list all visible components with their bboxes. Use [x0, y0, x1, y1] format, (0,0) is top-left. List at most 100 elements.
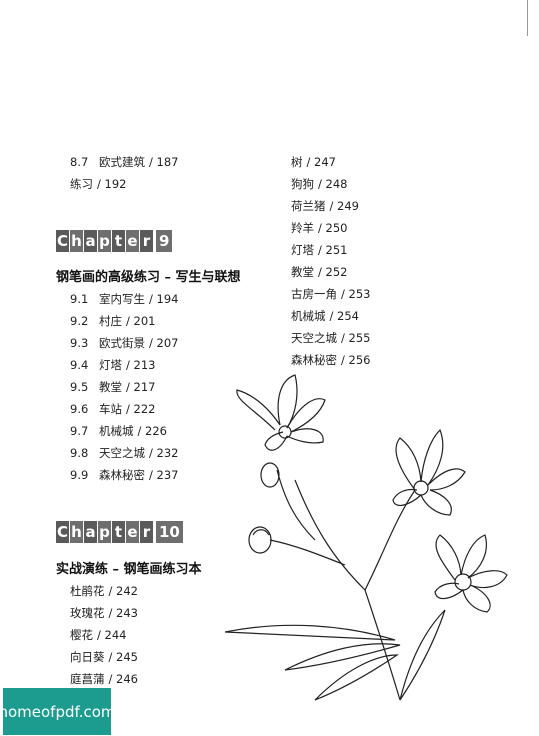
toc-item-number: 9.9: [70, 468, 89, 482]
toc-item-title: 练习: [70, 177, 93, 191]
chapter-letter: p: [98, 230, 111, 252]
chapter-10-banner: C h a p t e r 10: [56, 521, 183, 543]
toc-item-page: / 254: [329, 309, 359, 323]
toc-item-page: / 249: [329, 199, 359, 213]
crop-mark: [527, 0, 528, 36]
toc-item[interactable]: 樱花 / 244: [70, 628, 126, 642]
toc-item-title: 天空之城: [99, 446, 145, 460]
toc-item-title: 天空之城: [291, 331, 337, 345]
chapter-letter: h: [70, 521, 83, 543]
chapter-letter: e: [126, 230, 139, 252]
toc-item[interactable]: 教堂 / 252: [291, 265, 347, 279]
toc-item-page: / 213: [126, 358, 156, 372]
toc-item-page: / 192: [97, 177, 127, 191]
chapter-number: 9: [156, 230, 173, 252]
chapter-letter: p: [98, 521, 111, 543]
toc-item-page: / 246: [108, 672, 138, 686]
toc-item[interactable]: 练习 / 192: [70, 177, 126, 191]
toc-item[interactable]: 羚羊 / 250: [291, 221, 347, 235]
toc-item[interactable]: 狗狗 / 248: [291, 177, 347, 191]
toc-item[interactable]: 9.5 教堂 / 217: [70, 380, 155, 394]
toc-item[interactable]: 向日葵/ 245: [70, 650, 138, 664]
chapter-9-title: 钢笔画的高级练习 – 写生与联想: [56, 270, 241, 285]
toc-item[interactable]: 天空之城 / 255: [291, 331, 370, 345]
toc-item-page: / 253: [341, 287, 371, 301]
chapter-9-banner: C h a p t e r 9: [56, 230, 173, 252]
toc-item[interactable]: 9.7 机械城/ 226: [70, 424, 167, 438]
toc-item-page: / 237: [149, 468, 179, 482]
toc-item[interactable]: 森林秘密 / 256: [291, 353, 370, 367]
watermark-banner: homeofpdf.com: [0, 688, 116, 735]
toc-item-title: 树: [291, 155, 303, 169]
toc-item[interactable]: 9.6 车站 / 222: [70, 402, 155, 416]
toc-item[interactable]: 荷兰猪/ 249: [291, 199, 359, 213]
toc-item-title: 灯塔: [291, 243, 314, 257]
chapter-letter: h: [70, 230, 83, 252]
toc-item-page: / 222: [126, 402, 156, 416]
chapter-letter: t: [112, 521, 125, 543]
toc-item-number: 9.4: [70, 358, 89, 372]
toc-item-title: 向日葵: [70, 650, 105, 664]
chapter-letter: a: [84, 230, 97, 252]
toc-item[interactable]: 杜鹃花/ 242: [70, 584, 138, 598]
toc-item[interactable]: 9.4 灯塔 / 213: [70, 358, 155, 372]
toc-item-number: 9.3: [70, 336, 89, 350]
chapter-10-title: 实战演练 – 钢笔画练习本: [56, 562, 202, 577]
toc-item-title: 羚羊: [291, 221, 314, 235]
toc-item-title: 车站: [99, 402, 122, 416]
toc-item-page: / 251: [318, 243, 348, 257]
toc-item-page: / 252: [318, 265, 348, 279]
toc-item[interactable]: 9.8 天空之城 / 232: [70, 446, 178, 460]
toc-item-page: / 207: [149, 336, 179, 350]
toc-item-title: 古房一角: [291, 287, 337, 301]
toc-item-number: 9.5: [70, 380, 89, 394]
toc-item-page: / 217: [126, 380, 156, 394]
toc-item-number: 9.2: [70, 314, 89, 328]
toc-item-number: 9.1: [70, 292, 89, 306]
chapter-letter: a: [84, 521, 97, 543]
toc-item-title: 机械城: [99, 424, 134, 438]
toc-item[interactable]: 9.2 村庄 / 201: [70, 314, 155, 328]
toc-item-page: / 194: [149, 292, 179, 306]
toc-item-title: 欧式街景: [99, 336, 145, 350]
toc-item[interactable]: 8.7 欧式建筑 / 187: [70, 155, 178, 169]
toc-item-page: / 242: [108, 584, 138, 598]
toc-item[interactable]: 玫瑰花/ 243: [70, 606, 138, 620]
chapter-letter: r: [140, 521, 153, 543]
toc-item[interactable]: 9.3 欧式街景 / 207: [70, 336, 178, 350]
toc-item[interactable]: 古房一角 / 253: [291, 287, 370, 301]
toc-item-page: / 245: [108, 650, 138, 664]
toc-item-number: 9.8: [70, 446, 89, 460]
toc-item-title: 杜鹃花: [70, 584, 105, 598]
toc-item[interactable]: 灯塔 / 251: [291, 243, 347, 257]
toc-item[interactable]: 9.9 森林秘密 / 237: [70, 468, 178, 482]
toc-item-title: 教堂: [291, 265, 314, 279]
toc-item-title: 玫瑰花: [70, 606, 105, 620]
chapter-number: 10: [156, 521, 183, 543]
toc-item-page: / 255: [341, 331, 371, 345]
toc-item-page: / 232: [149, 446, 179, 460]
watermark-text: homeofpdf.com: [0, 702, 116, 721]
toc-item[interactable]: 树/ 247: [291, 155, 336, 169]
toc-item-title: 荷兰猪: [291, 199, 326, 213]
toc-item-title: 欧式建筑: [99, 155, 145, 169]
toc-item-page: / 247: [306, 155, 336, 169]
toc-item-number: 8.7: [70, 155, 89, 169]
toc-item-title: 庭菖蒲: [70, 672, 105, 686]
toc-item[interactable]: 9.1 室内写生 / 194: [70, 292, 178, 306]
toc-item-title: 教堂: [99, 380, 122, 394]
toc-item-title: 森林秘密: [291, 353, 337, 367]
toc-item[interactable]: 机械城/ 254: [291, 309, 359, 323]
toc-item-page: / 250: [318, 221, 348, 235]
chapter-letter: e: [126, 521, 139, 543]
toc-item-page: / 201: [126, 314, 156, 328]
chapter-letter: t: [112, 230, 125, 252]
flower-illustration: [225, 374, 508, 701]
toc-item-title: 狗狗: [291, 177, 314, 191]
toc-item-number: 9.6: [70, 402, 89, 416]
toc-item[interactable]: 庭菖蒲/ 246: [70, 672, 138, 686]
toc-item-title: 灯塔: [99, 358, 122, 372]
toc-item-page: / 256: [341, 353, 371, 367]
chapter-letter: C: [56, 230, 69, 252]
toc-item-title: 森林秘密: [99, 468, 145, 482]
